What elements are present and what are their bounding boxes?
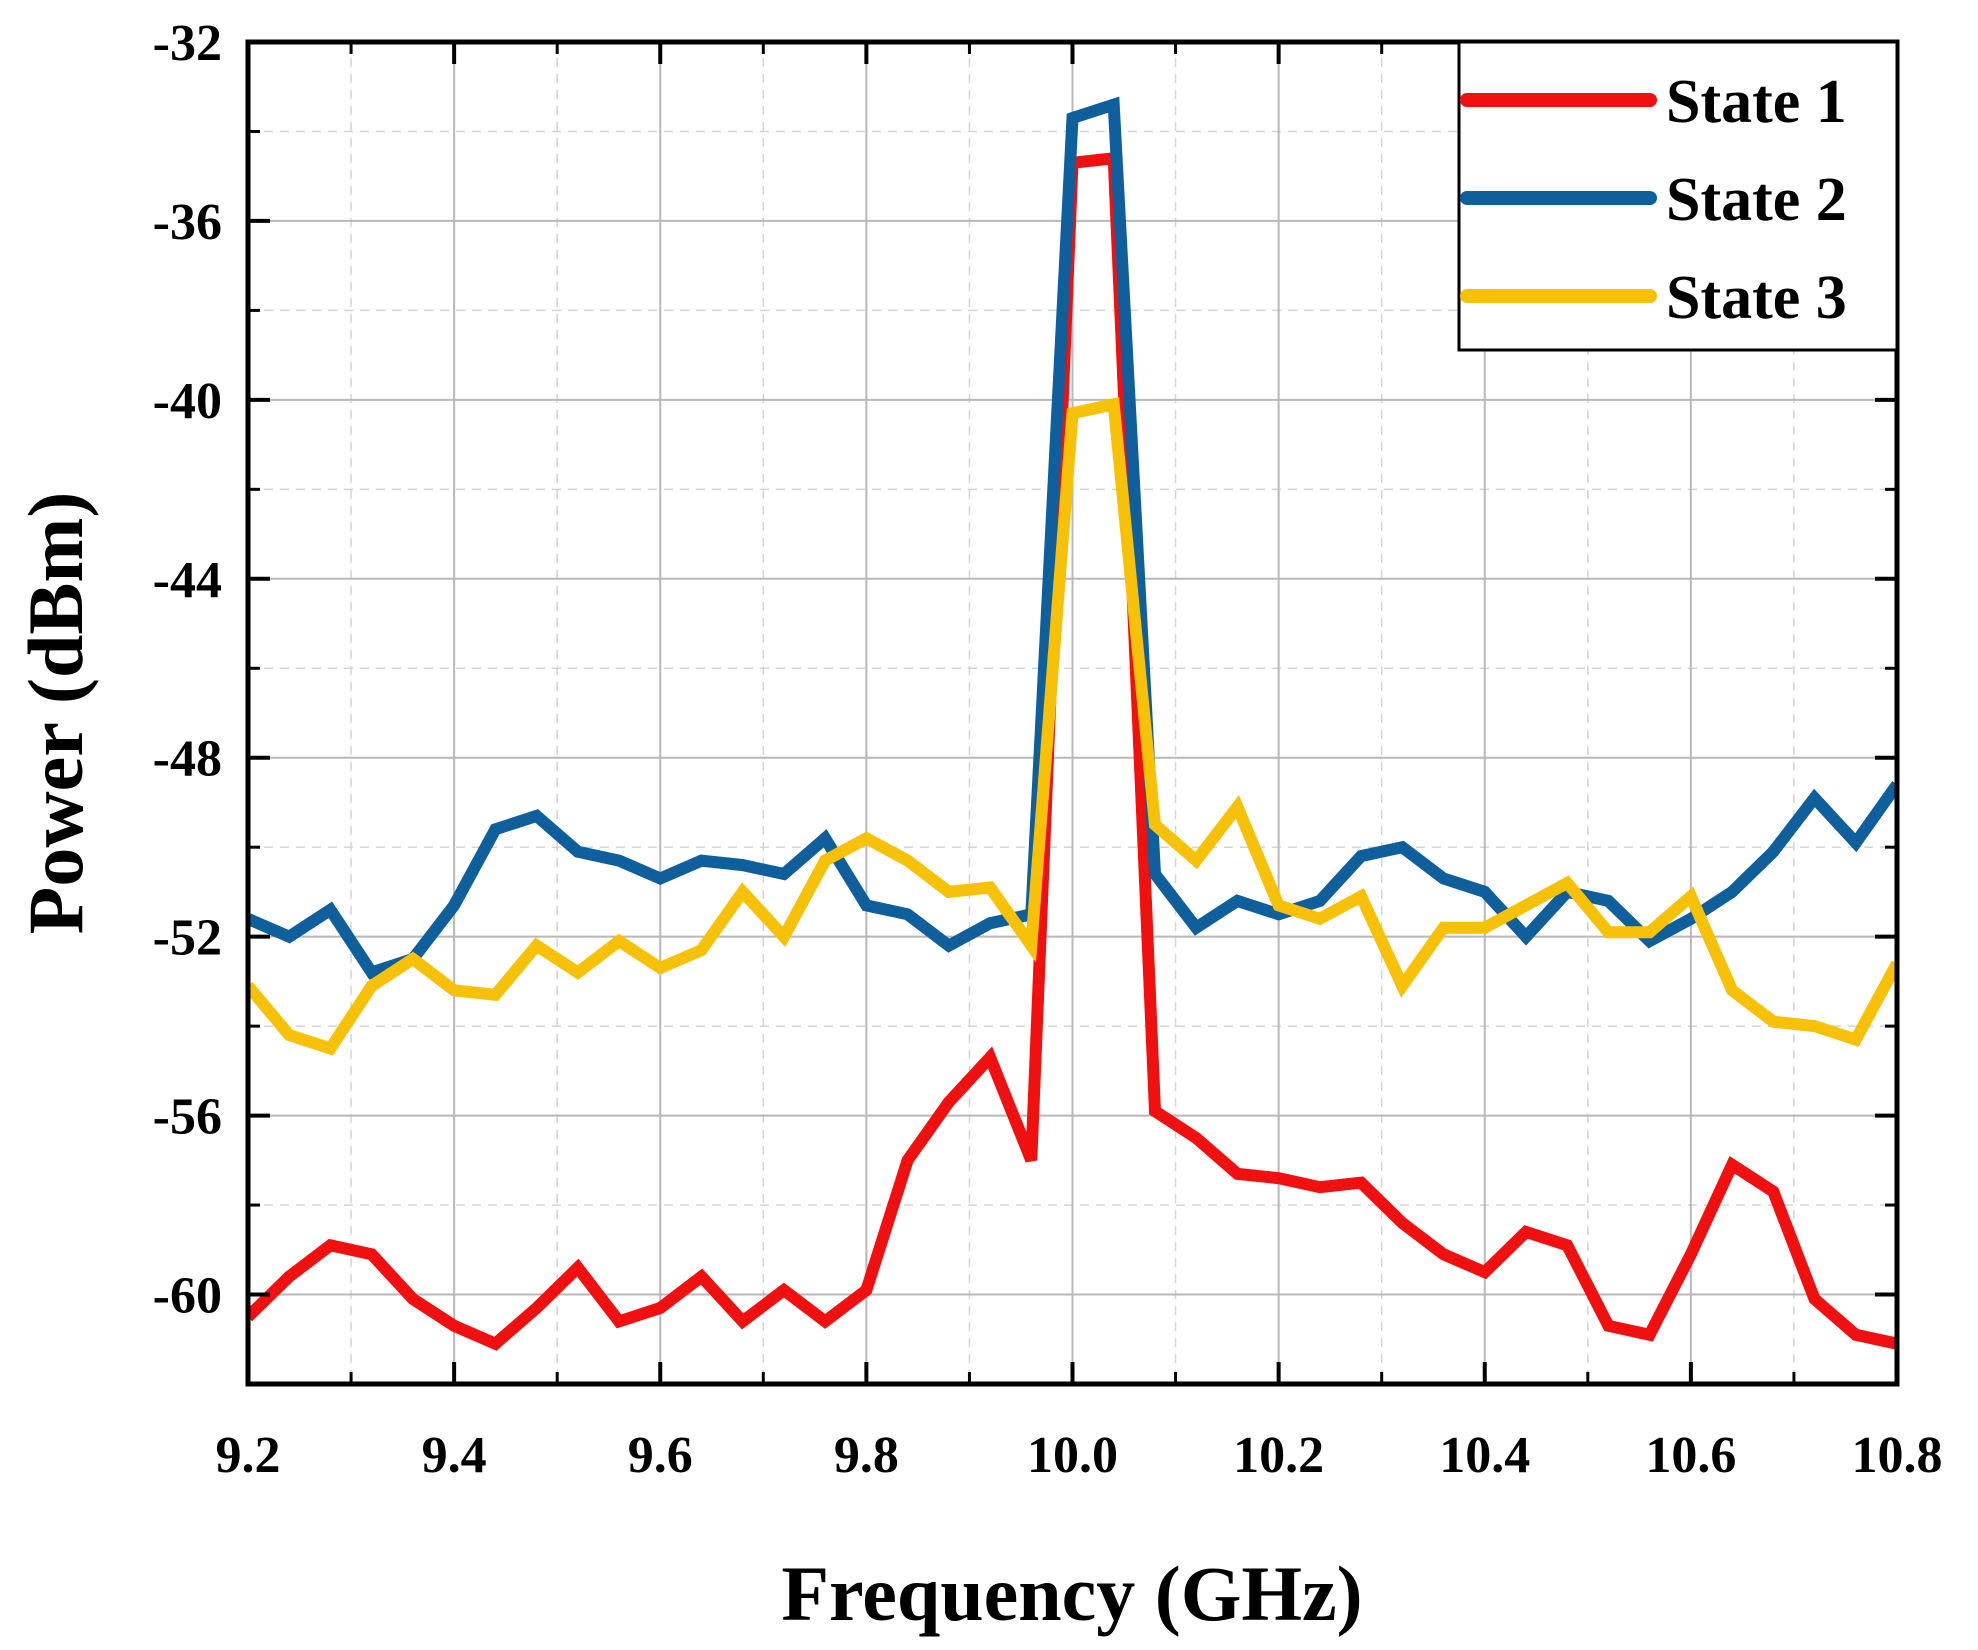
series-lines: [248, 96, 1897, 1351]
x-tick-label: 10.4: [1439, 1427, 1530, 1484]
y-tick-label: -48: [153, 731, 222, 788]
legend-label-state-2: State 2: [1666, 166, 1847, 234]
legend-label-state-3: State 3: [1666, 264, 1847, 332]
x-tick-label: 9.6: [628, 1427, 693, 1484]
y-tick-label: -36: [153, 194, 222, 251]
legend: State 1 State 2 State 3: [1457, 40, 1899, 352]
y-tick-label: -56: [153, 1089, 222, 1146]
legend-label-state-1: State 1: [1666, 68, 1847, 136]
x-tick-label: 10.2: [1233, 1427, 1324, 1484]
y-tick-label: -60: [153, 1268, 222, 1325]
y-tick-label: -32: [153, 15, 222, 72]
x-tick-label: 9.8: [834, 1427, 899, 1484]
y-axis-tick-labels: -32 -36 -40 -44 -48 -52 -56 -60: [153, 15, 222, 1325]
x-axis-tick-labels: 9.2 9.4 9.6 9.8 10.0 10.2 10.4 10.6 10.8: [216, 1427, 1943, 1484]
x-tick-label: 9.4: [422, 1427, 487, 1484]
x-tick-label: 10.8: [1852, 1427, 1943, 1484]
y-axis-title: Power (dBm): [12, 492, 99, 935]
x-axis-title: Frequency (GHz): [781, 1550, 1362, 1637]
x-tick-label: 10.0: [1027, 1427, 1118, 1484]
series-line-state-2: [248, 96, 1897, 980]
y-tick-label: -40: [153, 373, 222, 430]
y-tick-label: -44: [153, 552, 222, 609]
x-tick-label: 10.6: [1645, 1427, 1736, 1484]
y-tick-label: -52: [153, 910, 222, 967]
x-tick-label: 9.2: [216, 1427, 281, 1484]
series-line-state-3: [248, 396, 1897, 1056]
